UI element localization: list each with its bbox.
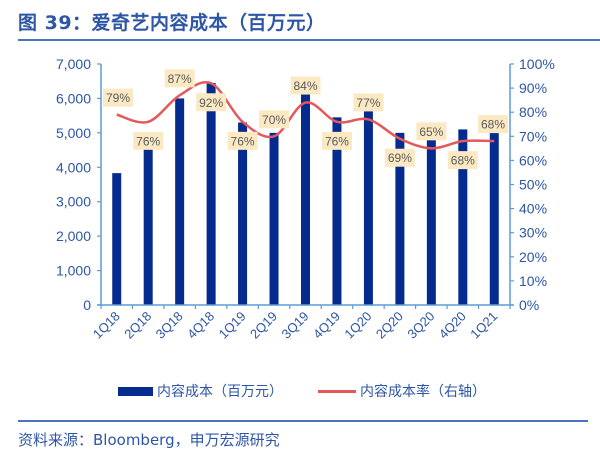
data-label-3Q18: 87% bbox=[168, 72, 192, 86]
data-label-1Q21: 68% bbox=[481, 118, 505, 132]
data-label-1Q19: 76% bbox=[231, 134, 255, 148]
y-right-tick-label: 10% bbox=[519, 273, 547, 289]
source-note: 资料来源：Bloomberg，申万宏源研究 bbox=[18, 431, 280, 449]
y-right-tick-label: 70% bbox=[519, 128, 547, 144]
x-tick-label: 3Q19 bbox=[279, 309, 312, 342]
y-left-tick-label: 5,000 bbox=[56, 125, 91, 141]
y-left-tick-label: 0 bbox=[83, 297, 91, 313]
bar-1Q21 bbox=[489, 119, 499, 305]
data-label-box bbox=[321, 131, 352, 150]
data-label-3Q20: 65% bbox=[419, 125, 443, 139]
bar-3Q19 bbox=[301, 91, 310, 306]
legend-line-swatch bbox=[318, 389, 356, 393]
y-left-tick-label: 4,000 bbox=[56, 159, 91, 175]
data-label-box bbox=[353, 93, 384, 112]
data-label-box bbox=[103, 88, 133, 107]
y-right-tick-label: 40% bbox=[519, 201, 547, 217]
data-label-3Q19: 84% bbox=[293, 79, 317, 93]
data-label-box bbox=[164, 69, 195, 88]
x-tick-label: 2Q19 bbox=[247, 309, 280, 342]
legend-bar-label: 内容成本（百万元） bbox=[157, 384, 283, 400]
x-tick-label: 1Q19 bbox=[216, 309, 249, 342]
data-label-box bbox=[259, 110, 290, 129]
y-right-tick-label: 20% bbox=[519, 249, 547, 265]
data-label-2Q18: 76% bbox=[136, 134, 160, 148]
legend-line-label: 内容成本率（右轴） bbox=[360, 384, 486, 400]
legend-item-line[interactable]: 内容成本率（右轴） bbox=[318, 381, 486, 401]
y-right-tick-label: 0% bbox=[519, 297, 539, 313]
bar-1Q18 bbox=[112, 173, 122, 305]
y-right-tick-label: 100% bbox=[519, 56, 555, 72]
y-right-tick-label: 80% bbox=[519, 104, 547, 120]
bar-3Q18 bbox=[175, 98, 185, 305]
bar-1Q20 bbox=[363, 101, 373, 305]
x-tick-label: 4Q18 bbox=[184, 309, 217, 342]
bar-2Q19 bbox=[269, 132, 279, 305]
data-label-box bbox=[447, 151, 478, 170]
legend-item-bar[interactable]: 内容成本（百万元） bbox=[118, 381, 283, 401]
x-tick-label: 3Q20 bbox=[404, 309, 437, 342]
legend: 内容成本（百万元） 内容成本率（右轴） bbox=[0, 381, 600, 401]
data-label-box bbox=[384, 148, 415, 167]
data-label-box bbox=[290, 76, 321, 95]
data-label-2Q19: 70% bbox=[262, 113, 286, 127]
x-tick-label: 2Q20 bbox=[373, 309, 406, 342]
y-left-tick-label: 3,000 bbox=[56, 194, 91, 210]
bar-4Q18 bbox=[206, 82, 216, 305]
data-label-4Q19: 76% bbox=[325, 134, 349, 148]
bar-2Q20 bbox=[395, 132, 405, 305]
y-left-tick-label: 1,000 bbox=[56, 263, 91, 279]
bar-3Q20 bbox=[426, 129, 436, 305]
bar-1Q19 bbox=[238, 122, 248, 306]
title-divider bbox=[18, 39, 600, 41]
bar-2Q18 bbox=[143, 143, 153, 305]
data-label-2Q20: 69% bbox=[388, 151, 412, 165]
x-tick-label: 4Q20 bbox=[436, 309, 469, 342]
data-label-box bbox=[416, 122, 447, 141]
data-label-1Q20: 77% bbox=[356, 96, 380, 110]
data-label-1Q18: 79% bbox=[106, 91, 130, 105]
data-label-4Q18: 92% bbox=[199, 96, 223, 110]
data-label-box bbox=[478, 115, 508, 134]
x-tick-label: 4Q19 bbox=[310, 309, 343, 342]
y-left-tick-label: 7,000 bbox=[56, 56, 91, 72]
y-right-tick-label: 90% bbox=[519, 80, 547, 96]
x-tick-label: 2Q18 bbox=[121, 309, 154, 342]
x-tick-label: 3Q18 bbox=[153, 309, 186, 342]
x-tick-label: 1Q20 bbox=[341, 309, 374, 342]
y-left-tick-label: 6,000 bbox=[56, 90, 91, 106]
chart-area: 0 1,000 2,000 3,000 4,000 5,000 6,000 7,000 0% 10… bbox=[56, 56, 555, 342]
footer-divider bbox=[18, 420, 588, 422]
data-label-box bbox=[133, 131, 164, 150]
y-left-tick-label: 2,000 bbox=[56, 228, 91, 244]
y-right-tick-label: 30% bbox=[519, 225, 547, 241]
bar-4Q20 bbox=[458, 129, 468, 305]
y-right-tick-label: 50% bbox=[519, 177, 547, 193]
data-label-box bbox=[196, 93, 227, 112]
data-label-box bbox=[227, 131, 258, 150]
line-content-cost-ratio bbox=[116, 81, 495, 150]
data-label-4Q20: 68% bbox=[451, 154, 475, 168]
x-tick-label: 1Q21 bbox=[467, 309, 500, 342]
x-tick-label: 1Q18 bbox=[90, 309, 123, 342]
chart-title: 图 39：爱奇艺内容成本（百万元） bbox=[18, 12, 326, 34]
bar-4Q19 bbox=[332, 117, 342, 305]
legend-bar-swatch bbox=[118, 386, 153, 396]
y-right-tick-label: 60% bbox=[519, 152, 547, 168]
